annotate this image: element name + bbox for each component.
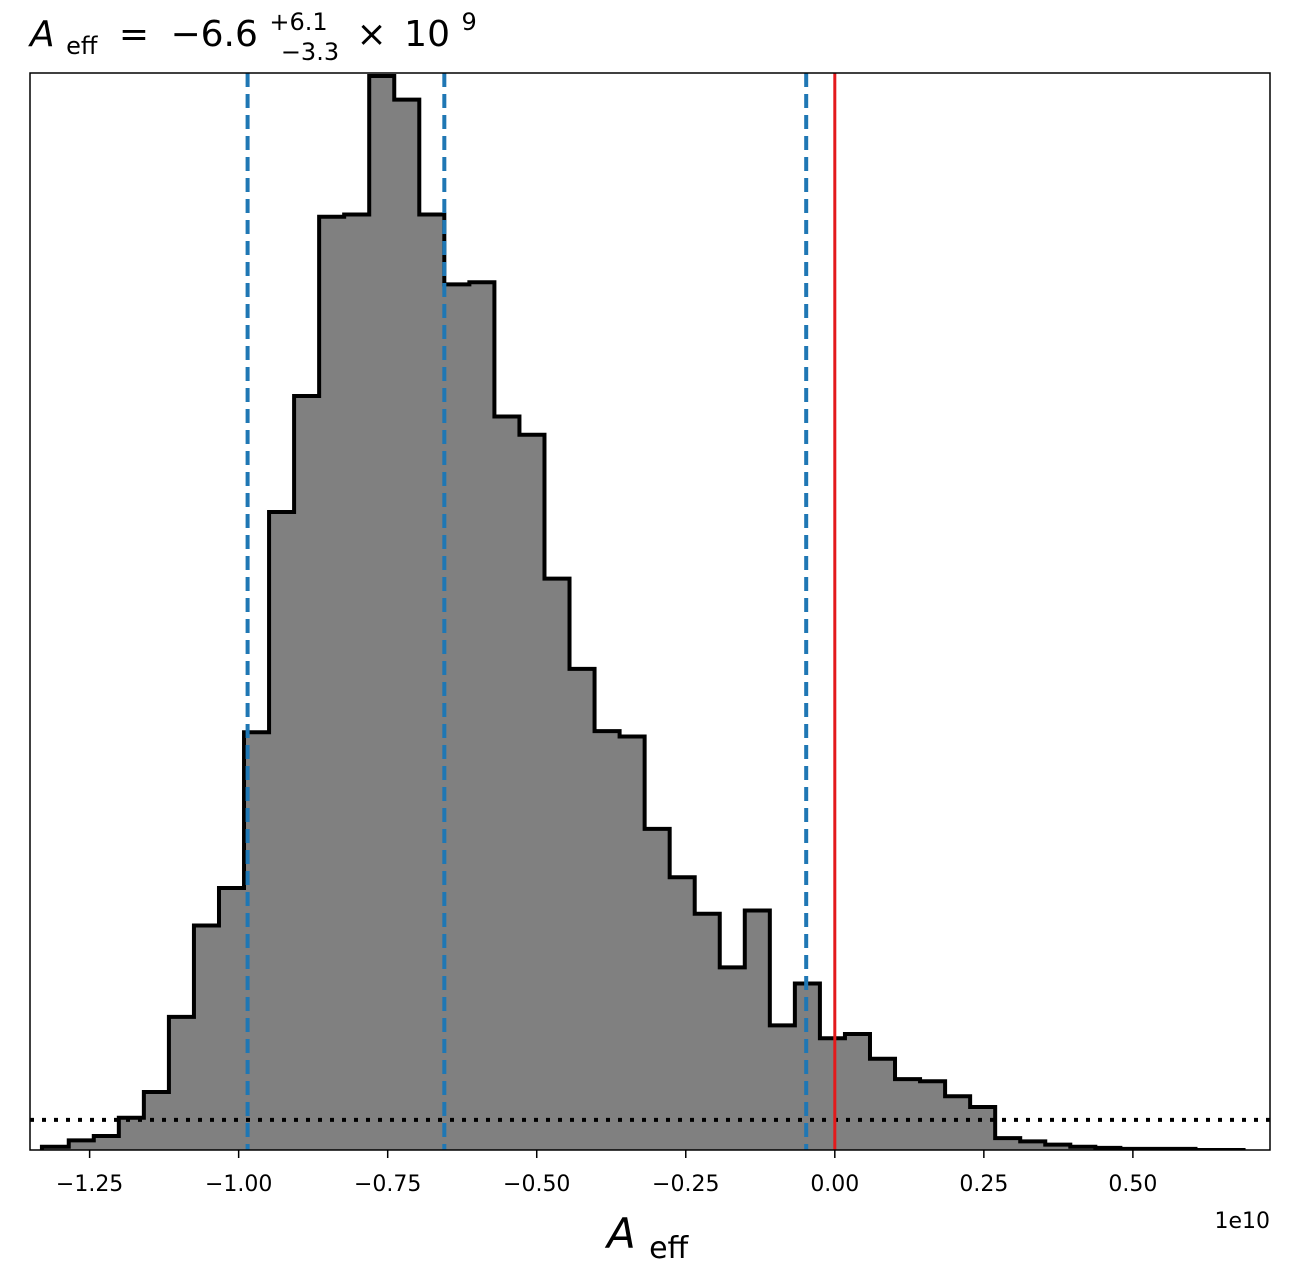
title-value: −6.6: [170, 14, 257, 55]
title-lower-error: −3.3: [281, 38, 339, 66]
title-times: ×: [357, 14, 387, 55]
title-base: 10: [404, 14, 450, 55]
title-exponent: 9: [461, 8, 476, 36]
x-axis-offset: 1e10: [1214, 1209, 1270, 1234]
chart-title: A eff = −6.6 +6.1 −3.3 × 10 9: [28, 0, 477, 69]
x-tick-label: 0.25: [959, 1172, 1008, 1197]
vertical-lines: [245, 73, 837, 1150]
histogram-outline: [39, 74, 1246, 1150]
plot-frame: [29, 72, 1271, 1151]
x-axis-ticks: −1.25 −1.00 −0.75 −0.50 −0.25 0.00 0.25 0.50: [56, 1150, 1157, 1197]
plot-area: [30, 73, 1270, 1150]
x-tick-label: −1.00: [205, 1172, 272, 1197]
x-axis-label-sub: eff: [649, 1231, 689, 1266]
x-tick-label: 0.00: [810, 1172, 859, 1197]
title-symbol: A: [28, 14, 55, 55]
x-tick-label: −0.50: [503, 1172, 570, 1197]
title-equals: =: [119, 14, 149, 55]
histogram-fill: [41, 76, 1246, 1150]
title-upper-error: +6.1: [269, 8, 327, 36]
x-tick-label: 0.50: [1108, 1172, 1157, 1197]
x-axis-label-symbol: A: [604, 1209, 636, 1258]
x-tick-label: −1.25: [56, 1172, 123, 1197]
x-axis-label: A eff: [604, 1209, 690, 1266]
x-tick-label: −0.75: [354, 1172, 421, 1197]
x-tick-label: −0.25: [652, 1172, 719, 1197]
title-symbol-sub: eff: [66, 32, 98, 60]
